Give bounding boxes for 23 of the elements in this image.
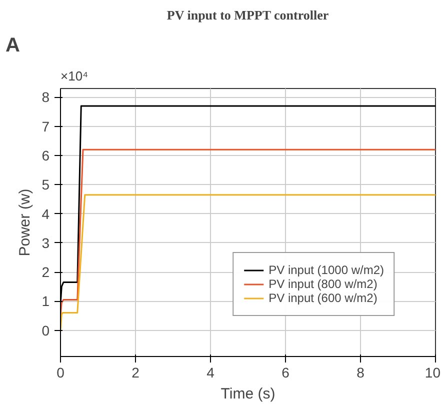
legend-label: PV input (800 w/m2) [268,277,378,291]
text: ×10⁴ [60,68,88,84]
y-tick-label: 4 [42,206,50,222]
x-tick-label: 8 [356,364,365,380]
legend-label: PV input (1000 w/m2) [268,263,384,277]
y-tick-label: 5 [42,176,50,193]
chart-title: PV input to MPPT controller [166,8,329,22]
text: A [6,34,20,56]
x-tick-label: 2 [132,364,140,380]
x-tick-label: 6 [282,364,290,380]
x-tick-label: 10 [424,364,441,380]
y-tick-label: 3 [42,234,50,251]
y-tick-label: 0 [42,322,50,338]
y-tick-label: 6 [42,148,50,164]
x-axis-title: Time (s) [220,386,276,402]
y-tick-label: 1 [42,293,50,310]
y-axis-title: Power (w) [16,188,34,256]
legend-label: PV input (600 w/m2) [268,291,378,305]
x-tick-label: 4 [206,364,215,380]
y-tick-label: 8 [42,89,50,106]
y-tick-label: 7 [42,118,50,134]
x-tick-label: 0 [56,364,65,380]
y-tick-label: 2 [42,264,50,280]
